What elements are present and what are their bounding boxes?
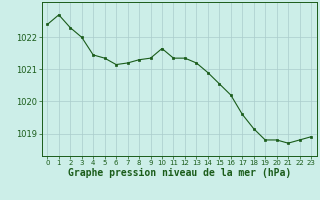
X-axis label: Graphe pression niveau de la mer (hPa): Graphe pression niveau de la mer (hPa) — [68, 168, 291, 178]
